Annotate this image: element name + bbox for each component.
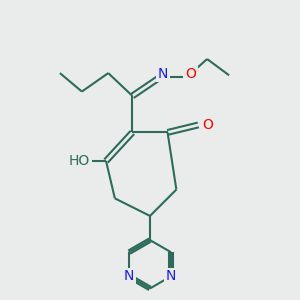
Text: N: N (158, 67, 168, 80)
Text: O: O (185, 68, 196, 81)
Text: O: O (202, 118, 213, 132)
Text: HO: HO (69, 154, 90, 168)
Text: N: N (124, 269, 134, 283)
Text: N: N (166, 269, 176, 283)
